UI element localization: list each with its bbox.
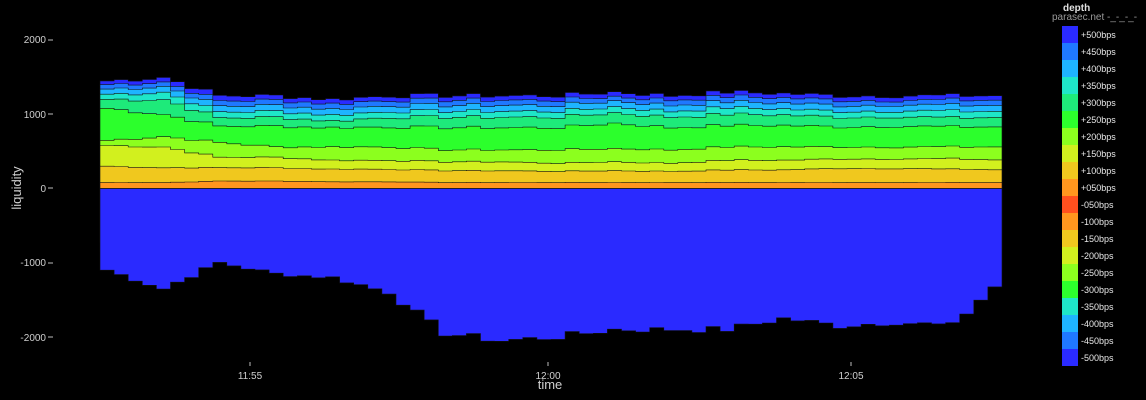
legend-swatch <box>1062 213 1078 230</box>
area-series-minus-500bps <box>99 188 1003 342</box>
area-series-plusminus-050bps <box>99 180 1003 189</box>
y-tick-label: -1000 <box>20 258 46 269</box>
legend-subtitle: parasec.net -_-_-_- <box>1052 12 1137 23</box>
legend-label: +200bps <box>1081 132 1116 142</box>
legend-label: -250bps <box>1081 268 1114 278</box>
y-tick-label: 0 <box>40 184 46 195</box>
legend-swatch <box>1062 162 1078 179</box>
legend-label: -150bps <box>1081 234 1114 244</box>
legend-swatch <box>1062 230 1078 247</box>
legend-label: -300bps <box>1081 285 1114 295</box>
x-axis-title: time <box>538 377 563 392</box>
legend-swatch <box>1062 281 1078 298</box>
x-tick-label: 11:55 <box>238 371 263 382</box>
legend-swatch <box>1062 128 1078 145</box>
y-tick-label: 2000 <box>24 35 47 46</box>
legend-label: +050bps <box>1081 183 1116 193</box>
legend-swatch <box>1062 247 1078 264</box>
x-tick-label: 12:05 <box>838 371 863 382</box>
legend-label: +100bps <box>1081 166 1116 176</box>
legend-label: +400bps <box>1081 64 1116 74</box>
legend-items: +500bps +450bps +400bps +350bps +300bps +250b… <box>1062 26 1116 366</box>
legend-label: -050bps <box>1081 200 1114 210</box>
legend-label: +250bps <box>1081 115 1116 125</box>
legend: depth parasec.net -_-_-_- +500bps +450bps… <box>1052 3 1137 366</box>
legend-swatch <box>1062 315 1078 332</box>
legend-label: +150bps <box>1081 149 1116 159</box>
legend-label: +300bps <box>1081 98 1116 108</box>
legend-label: -100bps <box>1081 217 1114 227</box>
legend-label: +500bps <box>1081 30 1116 40</box>
y-tick-label: 1000 <box>24 110 47 121</box>
legend-swatch <box>1062 332 1078 349</box>
legend-label: -200bps <box>1081 251 1114 261</box>
legend-swatch <box>1062 111 1078 128</box>
legend-swatch <box>1062 94 1078 111</box>
x-tick-label: 12:00 <box>535 371 560 382</box>
legend-swatch <box>1062 26 1078 43</box>
y-axis: 2000 1000 0 -1000 -2000 liquidity <box>9 35 53 344</box>
legend-title: depth <box>1063 3 1090 14</box>
legend-swatch <box>1062 145 1078 162</box>
legend-swatch <box>1062 298 1078 315</box>
plot-area <box>99 77 1003 342</box>
legend-label: -500bps <box>1081 353 1114 363</box>
legend-swatch <box>1062 196 1078 213</box>
legend-swatch <box>1062 60 1078 77</box>
legend-label: -350bps <box>1081 302 1114 312</box>
legend-swatch <box>1062 179 1078 196</box>
legend-label: +450bps <box>1081 47 1116 57</box>
y-tick-label: -2000 <box>20 333 46 344</box>
legend-swatch <box>1062 264 1078 281</box>
legend-swatch <box>1062 43 1078 60</box>
legend-swatch <box>1062 77 1078 94</box>
x-axis: 11:55 12:00 12:05 time <box>238 362 864 392</box>
legend-label: -400bps <box>1081 319 1114 329</box>
legend-label: -450bps <box>1081 336 1114 346</box>
legend-label: +350bps <box>1081 81 1116 91</box>
y-axis-title: liquidity <box>9 166 24 210</box>
legend-swatch <box>1062 349 1078 366</box>
